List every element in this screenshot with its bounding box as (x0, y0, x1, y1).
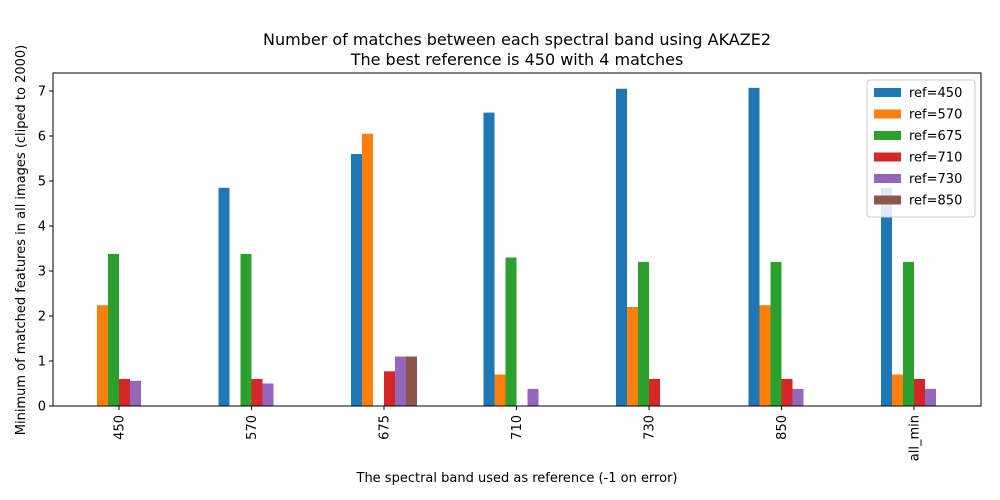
x-tick-label: 675 (378, 415, 393, 440)
plot-frame (52, 72, 982, 407)
bar-ref-675-all_min (903, 262, 914, 406)
legend-entry: ref=675 (909, 129, 962, 144)
chart-subtitle: The best reference is 450 with 4 matches (350, 50, 684, 69)
x-tick-label: 850 (775, 415, 790, 440)
legend-entry: ref=730 (909, 172, 962, 187)
bar-ref-730-710 (527, 388, 539, 406)
bar-ref-450-710 (483, 112, 495, 406)
bar-ref-570-710 (494, 374, 506, 406)
legend-entry: ref=710 (909, 151, 962, 166)
bar-ref-450-730 (616, 88, 627, 406)
y-axis-label: Minimum of matched features in all image… (14, 45, 29, 436)
legend-entry: ref=570 (909, 108, 962, 123)
bar-ref-675-850 (770, 262, 782, 406)
legend-entry: ref=450 (909, 86, 962, 101)
y-tick-label: 1 (38, 355, 46, 370)
x-tick-label: 450 (113, 415, 128, 440)
bar-ref-450-all_min (881, 187, 892, 406)
x-axis: 450 570 675 710 730 850 all_min (113, 406, 923, 461)
y-tick-label: 0 (38, 400, 46, 415)
bar-ref-730-675 (395, 356, 406, 406)
bar-ref-675-730 (638, 262, 649, 406)
bar-ref-710-850 (781, 379, 793, 406)
x-tick-label: all_min (908, 415, 923, 461)
bar-ref-675-450 (108, 253, 119, 406)
bar-ref-450-675 (351, 154, 362, 406)
x-axis-label: The spectral band used as reference (-1 … (356, 471, 678, 486)
bar-ref-570-all_min (892, 374, 903, 406)
legend-swatch (874, 152, 901, 162)
bar-ref-450-850 (748, 87, 760, 406)
legend: ref=450 ref=570 ref=675 ref=710 ref=730 ref=8… (866, 79, 976, 218)
bar-ref-710-all_min (914, 379, 925, 406)
bar-ref-730-all_min (925, 388, 936, 406)
x-tick-label: 730 (643, 415, 658, 440)
bar-ref-710-730 (649, 379, 660, 406)
bar-ref-730-570 (262, 383, 274, 406)
bar-ref-730-850 (792, 388, 804, 406)
y-tick-label: 5 (38, 175, 46, 190)
bar-ref-570-730 (627, 307, 638, 406)
legend-entry: ref=850 (909, 194, 962, 209)
y-tick-label: 7 (38, 85, 46, 100)
bar-ref-730-450 (130, 380, 141, 406)
y-tick-label: 2 (38, 310, 46, 325)
bar-ref-570-450 (97, 305, 108, 406)
bar-ref-450-570 (218, 187, 230, 406)
legend-swatch (874, 109, 901, 119)
x-tick-label: 710 (510, 415, 525, 440)
y-tick-label: 3 (38, 265, 46, 280)
y-tick-label: 6 (38, 130, 46, 145)
legend-swatch (874, 88, 901, 97)
y-tick-label: 4 (38, 220, 46, 235)
x-tick-label: 570 (245, 415, 260, 440)
bar-ref-675-710 (505, 257, 517, 406)
legend-swatch (874, 131, 901, 140)
bar-ref-570-850 (759, 305, 771, 406)
bar-ref-850-675 (406, 356, 417, 406)
bar-ref-675-570 (240, 253, 252, 406)
y-axis: 0 1 2 3 4 5 6 7 (38, 85, 53, 415)
legend-swatch (874, 174, 901, 183)
bar-ref-570-675 (362, 133, 373, 406)
bar-ref-710-450 (119, 379, 130, 406)
chart-title: Number of matches between each spectral … (263, 30, 771, 49)
bar-ref-710-675 (384, 371, 395, 406)
legend-swatch (874, 195, 901, 205)
bars-group (97, 87, 936, 406)
bar-ref-710-570 (251, 379, 263, 406)
